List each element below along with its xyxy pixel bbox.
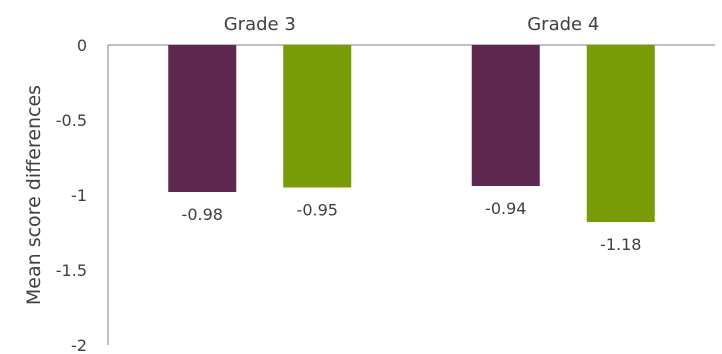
y-tick-label: -0.5 xyxy=(56,111,87,130)
bar xyxy=(168,45,237,192)
bar xyxy=(283,45,352,188)
y-tick-labels: 0 -0.5 -1 -1.5 -2 xyxy=(56,36,87,354)
y-tick-label: -1 xyxy=(71,186,87,205)
data-label: -0.94 xyxy=(485,199,526,218)
data-labels: -0.98 -0.95 -0.94 -1.18 xyxy=(182,199,642,254)
y-axis-title: Mean score differences xyxy=(23,85,45,305)
category-label: Grade 4 xyxy=(527,14,599,35)
bar xyxy=(586,45,655,222)
category-labels: Grade 3 Grade 4 xyxy=(224,14,600,35)
data-label: -0.98 xyxy=(182,205,223,224)
data-label: -0.95 xyxy=(297,201,338,220)
bar xyxy=(471,45,540,186)
category-label: Grade 3 xyxy=(224,14,296,35)
bars xyxy=(168,45,655,222)
y-tick-label: -2 xyxy=(71,336,87,354)
y-tick-label: 0 xyxy=(77,36,87,55)
data-label: -1.18 xyxy=(600,235,641,254)
y-tick-label: -1.5 xyxy=(56,261,87,280)
